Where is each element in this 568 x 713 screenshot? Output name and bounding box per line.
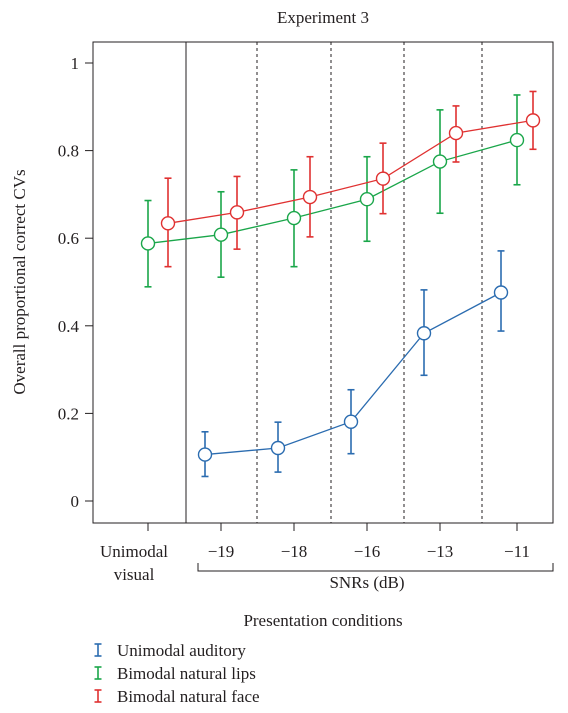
- y-tick-label: 0.4: [58, 317, 80, 336]
- data-point: [416, 326, 432, 341]
- data-point: [525, 113, 541, 128]
- plot-area: [92, 41, 554, 524]
- x-tick-label-unimodal-visual: visual: [114, 565, 155, 584]
- chart-title: Experiment 3: [277, 8, 369, 27]
- x-tick-label: −19: [208, 542, 235, 561]
- series-layer: [140, 90, 541, 478]
- data-point: [140, 236, 156, 251]
- x-tick-label: −18: [281, 542, 308, 561]
- x-tick-label: −11: [504, 542, 530, 561]
- data-point: [160, 216, 176, 231]
- data-point: [197, 447, 213, 462]
- legend-item-bimodal-natural-lips: Bimodal natural lips: [94, 664, 256, 683]
- data-point: [359, 192, 375, 207]
- data-point: [493, 285, 509, 300]
- data-point: [432, 154, 448, 169]
- data-point: [213, 227, 229, 242]
- series-line: [147, 139, 518, 245]
- legend-label: Bimodal natural face: [117, 687, 260, 706]
- series-line: [167, 119, 534, 224]
- snr-bracket: SNRs (dB): [197, 563, 554, 592]
- series-bimodal-natural-face: [160, 90, 541, 268]
- x-tick-label: −13: [427, 542, 454, 561]
- legend-label: Bimodal natural lips: [117, 664, 256, 683]
- data-point: [229, 205, 245, 220]
- data-point: [343, 414, 359, 429]
- data-point: [270, 440, 286, 456]
- snr-bracket-line: [197, 563, 554, 572]
- y-axis: 0 0.2 0.4 0.6 0.8 1: [58, 54, 93, 511]
- x-axis: Unimodal visual −19 −18 −16 −13 −11: [100, 523, 530, 584]
- legend-item-unimodal-auditory: Unimodal auditory: [94, 641, 246, 660]
- y-axis-label: Overall proportional correct CVs: [10, 169, 29, 394]
- x-axis-label: Presentation conditions: [243, 611, 402, 630]
- legend-item-bimodal-natural-face: Bimodal natural face: [94, 687, 260, 706]
- legend-label: Unimodal auditory: [117, 641, 246, 660]
- series-bimodal-natural-lips: [140, 94, 525, 288]
- y-tick-label: 0.6: [58, 229, 79, 248]
- x-tick-label-unimodal-visual: Unimodal: [100, 542, 168, 561]
- y-tick-label: 0: [71, 492, 80, 511]
- condition-separators: [185, 42, 483, 523]
- data-point: [509, 132, 525, 148]
- legend: Unimodal auditory Bimodal natural lips Bim…: [94, 641, 260, 706]
- y-tick-label: 0.2: [58, 404, 79, 423]
- data-point: [286, 210, 302, 226]
- x-tick-label: −16: [354, 542, 381, 561]
- series-line: [204, 291, 502, 456]
- data-point: [302, 189, 318, 205]
- series-unimodal-auditory: [197, 250, 509, 478]
- y-tick-label: 1: [71, 54, 80, 73]
- snr-bracket-label: SNRs (dB): [329, 573, 404, 592]
- y-tick-label: 0.8: [58, 142, 79, 161]
- data-point: [375, 171, 391, 186]
- data-point: [448, 125, 464, 141]
